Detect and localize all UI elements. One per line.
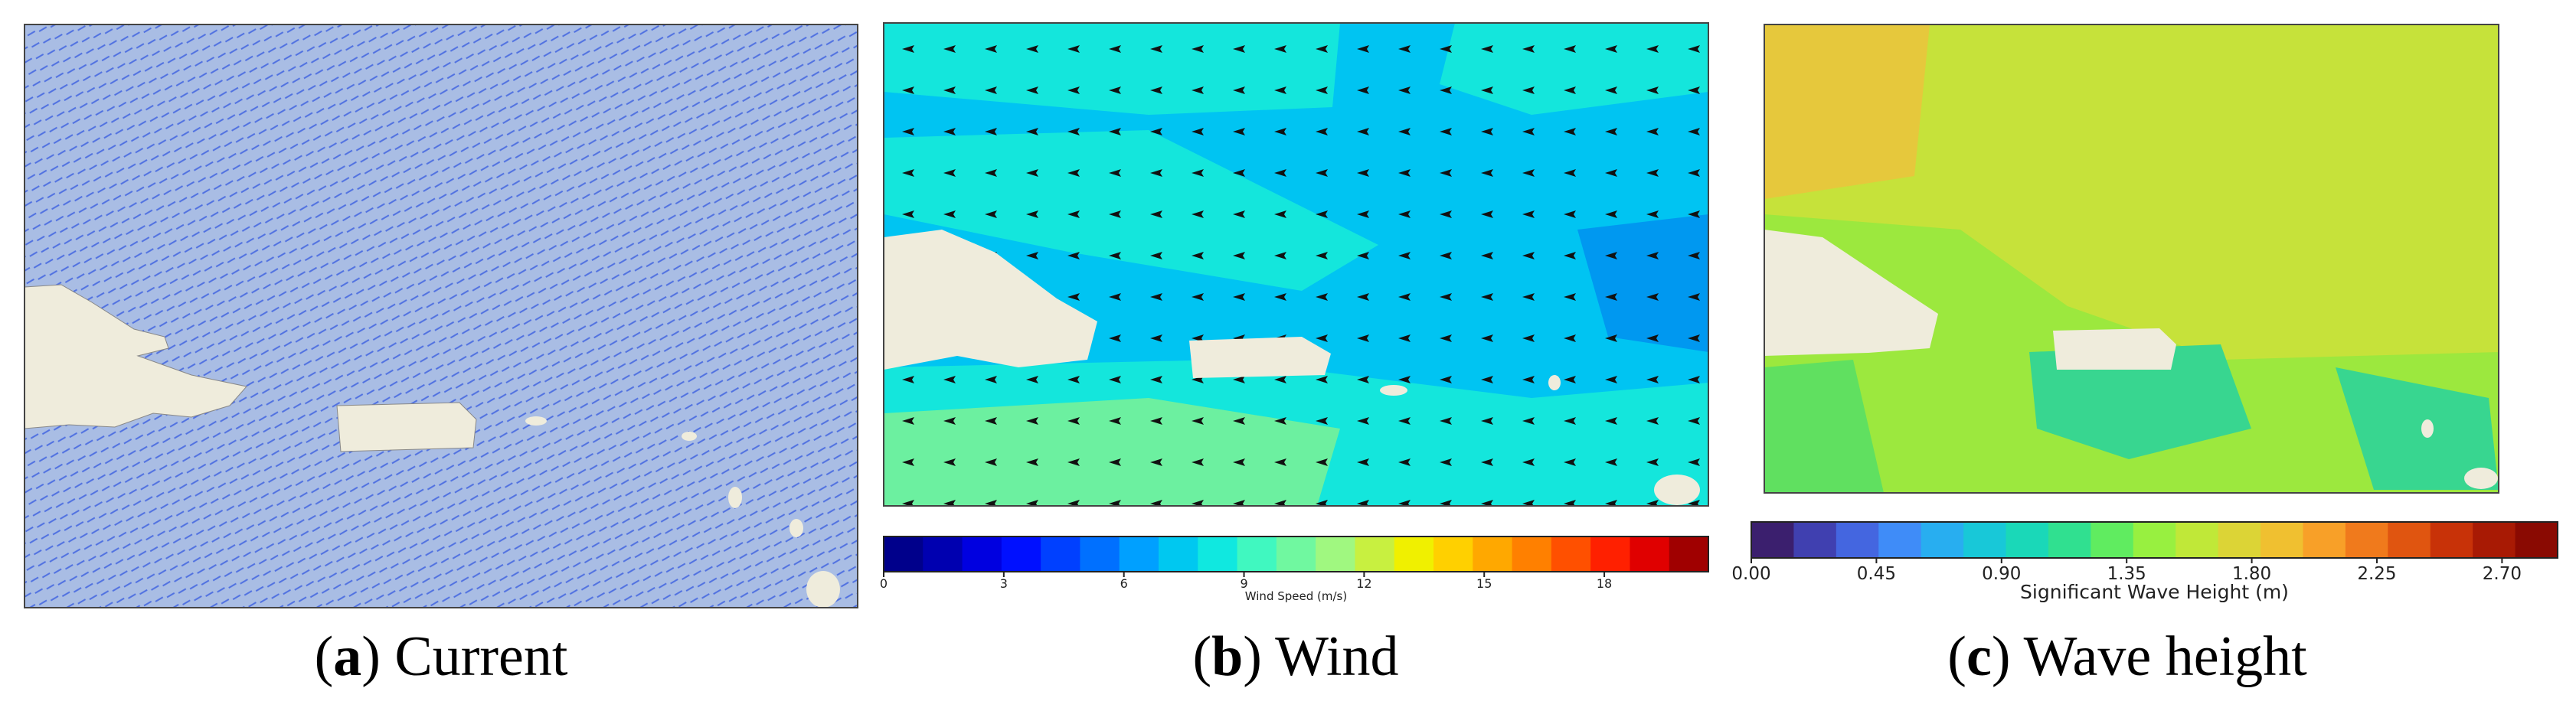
colorbar-segment — [1669, 537, 1709, 572]
colorbar-segment — [1237, 537, 1277, 572]
colorbar-segment — [1921, 522, 1964, 558]
colorbar-segment — [962, 537, 1002, 572]
colorbar-segment — [1316, 537, 1355, 572]
colorbar-segment — [1630, 537, 1670, 572]
colorbar-segment — [1276, 537, 1316, 572]
colorbar-segment — [2218, 522, 2261, 558]
caption-part: a — [333, 625, 361, 688]
colorbar-segment — [923, 537, 963, 572]
colorbar-tick-label: 6 — [1120, 576, 1128, 591]
colorbar-segment — [1473, 537, 1513, 572]
caption-part: ( — [1947, 625, 1966, 688]
colorbar-label: Significant Wave Height (m) — [2020, 581, 2289, 603]
colorbar-frame — [883, 536, 1709, 572]
caption-part: b — [1211, 625, 1243, 688]
colorbar-tick-label: 0.45 — [1857, 564, 1896, 584]
colorbar-segment — [2048, 522, 2091, 558]
colorbar-frame — [1751, 521, 2558, 559]
caption-part: ) Current — [361, 625, 568, 688]
colorbar-segment — [2091, 522, 2134, 558]
colorbar-tick-label: 0.00 — [1731, 564, 1770, 584]
colorbar-tick-label: 12 — [1356, 576, 1371, 591]
colorbar-segment — [2515, 522, 2558, 558]
colorbar-tick-label: 1.80 — [2232, 564, 2271, 584]
colorbar-tick-label: 1.35 — [2107, 564, 2146, 584]
colorbar-segment — [1355, 537, 1395, 572]
colorbar-segment — [1001, 537, 1041, 572]
colorbar-segment — [1793, 522, 1837, 558]
colorbar-segment — [2473, 522, 2516, 558]
colorbar-tick-label: 9 — [1240, 576, 1247, 591]
colorbar-segment — [1836, 522, 1879, 558]
colorbar-segment — [1041, 537, 1080, 572]
caption-part: c — [1966, 625, 1992, 688]
frame — [883, 22, 1709, 507]
colorbar-tick-label: 18 — [1597, 576, 1612, 591]
colorbar-segment — [1159, 537, 1198, 572]
colorbar-segment — [2388, 522, 2431, 558]
colorbar-segment — [1551, 537, 1591, 572]
colorbar-segment — [1878, 522, 1922, 558]
colorbar-tick-label: 0.90 — [1982, 564, 2021, 584]
wind-map — [884, 23, 1708, 506]
caption-part: ( — [315, 625, 334, 688]
caption-part: ( — [1192, 625, 1211, 688]
colorbar-segment — [884, 537, 924, 572]
caption: (a) Current — [315, 625, 568, 688]
colorbar-segment — [1512, 537, 1552, 572]
colorbar-segment — [1198, 537, 1238, 572]
colorbar-segment — [2345, 522, 2388, 558]
caption: (c) Wave height — [1947, 625, 2307, 688]
colorbar-segment — [1433, 537, 1473, 572]
colorbar-tick-label: 2.25 — [2357, 564, 2396, 584]
colorbar-segment — [1080, 537, 1120, 572]
frame — [1764, 24, 2499, 494]
caption-part: ) Wind — [1243, 625, 1398, 688]
colorbar-tick-label: 0 — [880, 576, 888, 591]
current-map — [24, 24, 858, 608]
colorbar-segment — [1963, 522, 2007, 558]
colorbar-label: Wind Speed (m/s) — [1245, 589, 1347, 603]
colorbar-tick-label: 15 — [1476, 576, 1492, 591]
colorbar-segment — [2261, 522, 2303, 558]
colorbar-segment — [1590, 537, 1630, 572]
colorbar-tick-label: 3 — [1000, 576, 1008, 591]
colorbar-segment — [2133, 522, 2176, 558]
colorbar-segment — [1394, 537, 1434, 572]
colorbar-segment — [1751, 522, 1794, 558]
colorbar-segment — [2006, 522, 2049, 558]
colorbar-segment — [2176, 522, 2219, 558]
wave-map — [1764, 24, 2499, 493]
caption-part: ) Wave height — [1992, 625, 2307, 688]
colorbar-segment — [1119, 537, 1159, 572]
colorbar-tick-label: 2.70 — [2483, 564, 2522, 584]
colorbar-segment — [2303, 522, 2346, 558]
colorbar-segment — [2430, 522, 2473, 558]
caption: (b) Wind — [1192, 625, 1398, 688]
